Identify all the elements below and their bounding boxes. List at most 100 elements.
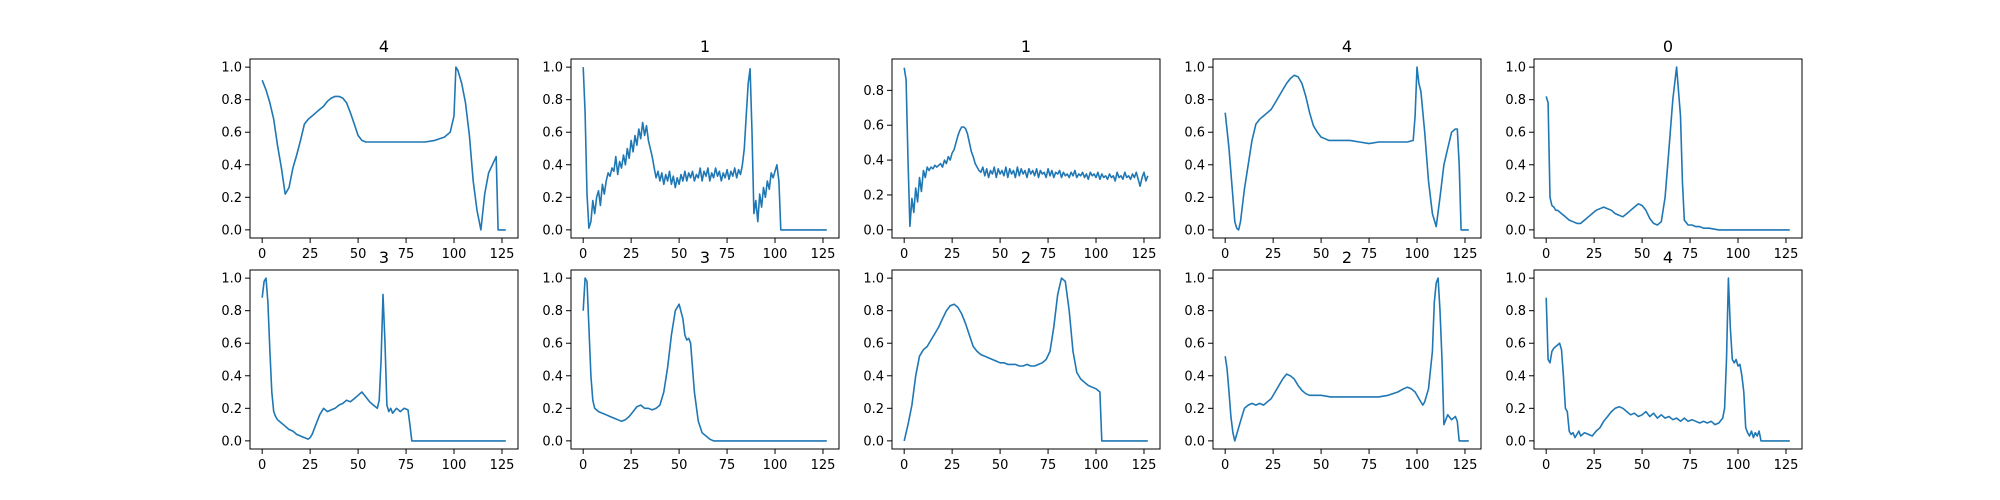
y-tick-label: 0.2 — [863, 188, 884, 203]
x-tick-label: 0 — [1221, 458, 1229, 473]
series-line — [1545, 66, 1790, 231]
subplot-title: 3 — [700, 248, 710, 267]
y-tick-label: 0.4 — [1505, 369, 1526, 384]
subplot-9: 0 25 50 75 100 125 0.0 0.2 0.4 0.6 0.8 1.0 2 — [1184, 248, 1482, 473]
series-line — [261, 277, 506, 442]
y-tick-label: 0.2 — [1505, 191, 1526, 206]
subplot-2: 0 25 50 75 100 125 0.0 0.2 0.4 0.6 0.8 1.0 1 — [542, 37, 840, 262]
axes-frame — [891, 269, 1161, 450]
x-tick-label: 25 — [623, 458, 640, 473]
y-tick-label: 0.4 — [1184, 369, 1205, 384]
subplot-1: 0 25 50 75 100 125 0.0 0.2 0.4 0.6 0.8 1.0 4 — [221, 37, 519, 262]
y-tick-label: 0.2 — [221, 191, 242, 206]
x-tick-label: 0 — [1221, 247, 1229, 262]
subplot-title: 1 — [700, 37, 710, 56]
x-tick-label: 75 — [1682, 458, 1699, 473]
y-tick-label: 0.0 — [1184, 434, 1205, 449]
y-tick-label: 0.0 — [863, 223, 884, 238]
subplot-title: 3 — [379, 248, 389, 267]
y-tick-label: 0.8 — [221, 93, 242, 108]
axes-frame — [570, 58, 840, 239]
x-tick-label: 100 — [1726, 458, 1751, 473]
x-tick-label: 0 — [579, 247, 587, 262]
axes-frame — [1533, 269, 1803, 450]
y-tick-label: 0.8 — [221, 304, 242, 319]
x-tick-label: 75 — [1040, 458, 1057, 473]
y-tick-label: 0.4 — [863, 154, 884, 169]
y-tick-label: 0.0 — [542, 223, 563, 238]
y-tick-label: 0.4 — [542, 158, 563, 173]
y-tick-label: 1.0 — [1184, 61, 1205, 76]
y-tick-label: 0.6 — [1505, 337, 1526, 352]
x-tick-label: 75 — [719, 458, 736, 473]
subplot-6: 0 25 50 75 100 125 0.0 0.2 0.4 0.6 0.8 1.0 3 — [221, 248, 519, 473]
subplot-title: 2 — [1021, 248, 1031, 267]
y-tick-label: 0.4 — [221, 369, 242, 384]
y-tick-label: 1.0 — [542, 272, 563, 287]
y-tick-label: 0.0 — [221, 434, 242, 449]
y-tick-label: 1.0 — [1505, 61, 1526, 76]
subplot-title: 2 — [1342, 248, 1352, 267]
axes-frame — [1533, 58, 1803, 239]
x-tick-label: 75 — [1361, 247, 1378, 262]
y-tick-label: 0.4 — [542, 369, 563, 384]
subplot-8: 0 25 50 75 100 125 0.0 0.2 0.4 0.6 0.8 1.0 2 — [863, 248, 1161, 473]
axes-frame — [1212, 269, 1482, 450]
y-tick-label: 0.8 — [542, 304, 563, 319]
x-tick-label: 25 — [302, 247, 319, 262]
x-tick-label: 100 — [1084, 458, 1109, 473]
x-tick-label: 75 — [1040, 247, 1057, 262]
axes-frame — [1212, 58, 1482, 239]
y-tick-label: 0.6 — [1505, 126, 1526, 141]
y-tick-label: 0.2 — [542, 191, 563, 206]
y-tick-label: 0.4 — [863, 369, 884, 384]
x-tick-label: 100 — [1405, 247, 1430, 262]
x-tick-label: 125 — [1774, 458, 1799, 473]
series-line — [582, 67, 827, 231]
y-tick-label: 0.2 — [1184, 402, 1205, 417]
series-line — [1224, 277, 1469, 442]
y-tick-label: 0.8 — [863, 304, 884, 319]
y-tick-label: 0.2 — [863, 402, 884, 417]
x-tick-label: 125 — [1774, 247, 1799, 262]
y-tick-label: 0.8 — [1505, 304, 1526, 319]
y-tick-label: 0.8 — [1184, 93, 1205, 108]
x-tick-label: 0 — [258, 247, 266, 262]
x-tick-label: 100 — [442, 247, 467, 262]
x-tick-label: 100 — [763, 458, 788, 473]
x-tick-label: 100 — [1726, 247, 1751, 262]
x-tick-label: 125 — [1453, 247, 1478, 262]
y-tick-label: 0.2 — [1505, 402, 1526, 417]
x-tick-label: 50 — [1634, 458, 1651, 473]
axes-frame — [891, 58, 1161, 239]
x-tick-label: 100 — [442, 458, 467, 473]
x-tick-label: 125 — [811, 247, 836, 262]
x-tick-label: 50 — [1313, 458, 1330, 473]
y-tick-label: 0.8 — [542, 93, 563, 108]
axes-frame — [249, 58, 519, 239]
y-tick-label: 0.8 — [1505, 93, 1526, 108]
y-tick-label: 0.2 — [221, 402, 242, 417]
x-tick-label: 25 — [1586, 458, 1603, 473]
subplot-10: 0 25 50 75 100 125 0.0 0.2 0.4 0.6 0.8 1.0 4 — [1505, 248, 1803, 473]
x-tick-label: 125 — [490, 247, 515, 262]
series-line — [1224, 66, 1469, 231]
y-tick-label: 1.0 — [863, 272, 884, 287]
x-tick-label: 75 — [1361, 458, 1378, 473]
x-tick-label: 0 — [900, 247, 908, 262]
subplot-title: 4 — [1663, 248, 1673, 267]
y-tick-label: 0.6 — [863, 119, 884, 134]
x-tick-label: 125 — [811, 458, 836, 473]
y-tick-label: 1.0 — [1505, 272, 1526, 287]
x-tick-label: 75 — [719, 247, 736, 262]
subplot-3: 0 25 50 75 100 125 0.0 0.2 0.4 0.6 0.8 1 — [863, 37, 1161, 262]
series-line — [1545, 277, 1790, 442]
x-tick-label: 50 — [671, 247, 688, 262]
y-tick-label: 0.4 — [221, 158, 242, 173]
y-tick-label: 0.0 — [863, 434, 884, 449]
subplot-4: 0 25 50 75 100 125 0.0 0.2 0.4 0.6 0.8 1.0 4 — [1184, 37, 1482, 262]
y-tick-label: 0.6 — [221, 337, 242, 352]
subplot-5: 0 25 50 75 100 125 0.0 0.2 0.4 0.6 0.8 1.0 0 — [1505, 37, 1803, 262]
x-tick-label: 0 — [579, 458, 587, 473]
x-tick-label: 125 — [490, 458, 515, 473]
